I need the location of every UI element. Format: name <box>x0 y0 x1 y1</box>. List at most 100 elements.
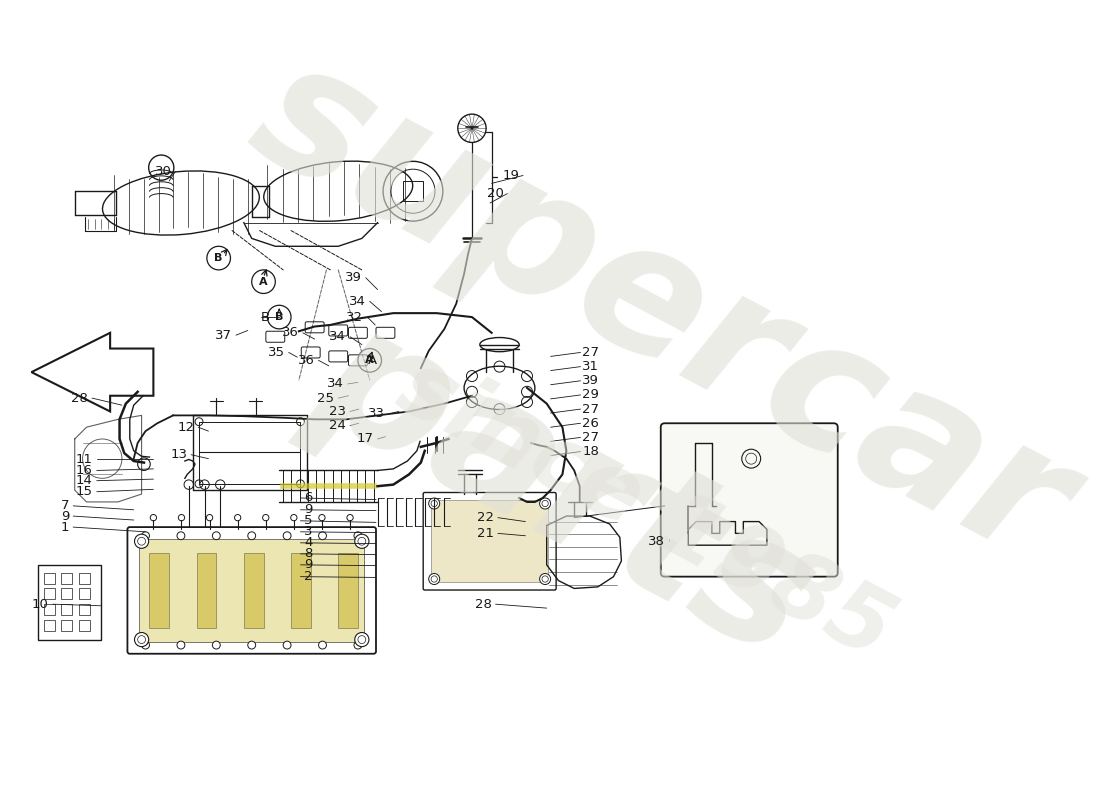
Text: 36: 36 <box>282 326 299 339</box>
Text: 30: 30 <box>155 165 172 178</box>
Text: 9: 9 <box>305 503 312 516</box>
Circle shape <box>429 574 440 585</box>
Circle shape <box>212 532 220 540</box>
Bar <box>62 573 73 584</box>
Text: 9: 9 <box>305 558 312 571</box>
Bar <box>338 553 358 628</box>
Circle shape <box>134 633 148 646</box>
Bar <box>62 589 73 599</box>
Text: 1: 1 <box>60 521 69 534</box>
Text: B: B <box>275 312 284 322</box>
Text: B: B <box>261 310 270 323</box>
Circle shape <box>177 641 185 649</box>
Bar <box>44 620 55 631</box>
Bar <box>62 604 73 615</box>
Circle shape <box>142 532 150 540</box>
Text: 2: 2 <box>305 570 312 583</box>
Circle shape <box>358 636 366 643</box>
Bar <box>292 553 310 628</box>
Text: 15: 15 <box>76 485 92 498</box>
Text: 39: 39 <box>345 271 362 284</box>
Text: 25: 25 <box>317 391 334 405</box>
Circle shape <box>542 500 548 506</box>
Bar <box>244 553 264 628</box>
Text: 10: 10 <box>32 598 48 610</box>
Bar <box>150 553 169 628</box>
Text: 27: 27 <box>582 431 600 444</box>
Text: 13: 13 <box>170 448 187 462</box>
Bar <box>403 181 424 202</box>
Circle shape <box>138 538 145 545</box>
Circle shape <box>431 576 438 582</box>
Text: 34: 34 <box>327 378 343 390</box>
Bar <box>79 604 90 615</box>
Text: 35: 35 <box>267 346 285 359</box>
Text: 32: 32 <box>346 310 363 323</box>
Text: 39: 39 <box>582 374 600 387</box>
Text: 17: 17 <box>356 433 374 446</box>
Text: 28: 28 <box>475 598 492 610</box>
Text: 33: 33 <box>368 407 385 420</box>
Circle shape <box>142 641 150 649</box>
Circle shape <box>354 641 362 649</box>
Bar <box>79 573 90 584</box>
Text: 36: 36 <box>298 354 315 367</box>
Bar <box>62 620 73 631</box>
Text: 21: 21 <box>477 527 494 540</box>
Circle shape <box>542 576 548 582</box>
Text: 27: 27 <box>582 402 600 416</box>
Text: A: A <box>368 354 377 367</box>
Circle shape <box>248 641 255 649</box>
Text: 23: 23 <box>329 405 346 418</box>
Text: 27: 27 <box>582 346 600 359</box>
Text: 4: 4 <box>305 536 312 550</box>
Bar <box>79 620 90 631</box>
Text: 26: 26 <box>582 417 600 430</box>
Text: 24: 24 <box>329 419 346 432</box>
Bar <box>140 539 364 642</box>
Text: since 1985: since 1985 <box>383 342 906 677</box>
Text: 29: 29 <box>582 389 600 402</box>
Circle shape <box>540 498 551 509</box>
Text: 19: 19 <box>503 169 519 182</box>
Text: 12: 12 <box>177 421 195 434</box>
Circle shape <box>358 538 366 545</box>
Text: 18: 18 <box>582 445 600 458</box>
Text: 38: 38 <box>648 534 664 548</box>
Circle shape <box>540 574 551 585</box>
FancyBboxPatch shape <box>661 423 838 577</box>
Text: 16: 16 <box>76 464 92 477</box>
Text: 8: 8 <box>305 547 312 560</box>
Text: 14: 14 <box>76 474 92 487</box>
Circle shape <box>283 532 292 540</box>
Circle shape <box>212 641 220 649</box>
Bar <box>37 565 101 639</box>
Circle shape <box>431 500 438 506</box>
Bar <box>44 604 55 615</box>
Text: 34: 34 <box>349 295 366 308</box>
Circle shape <box>319 532 327 540</box>
Text: A: A <box>365 355 374 366</box>
Bar <box>79 589 90 599</box>
Text: A: A <box>260 277 267 286</box>
Circle shape <box>283 641 292 649</box>
Text: supercar
parts: supercar parts <box>130 22 1098 777</box>
Text: 28: 28 <box>72 391 88 405</box>
Bar <box>431 500 548 582</box>
Circle shape <box>429 498 440 509</box>
Text: 3: 3 <box>305 526 312 538</box>
Circle shape <box>319 641 327 649</box>
Circle shape <box>177 532 185 540</box>
Text: B: B <box>214 253 223 263</box>
Text: 22: 22 <box>477 511 494 524</box>
Text: 20: 20 <box>486 187 504 200</box>
Circle shape <box>248 532 255 540</box>
Text: 6: 6 <box>305 491 312 505</box>
Circle shape <box>354 532 362 540</box>
Text: 9: 9 <box>60 510 69 522</box>
Bar <box>197 553 217 628</box>
Text: 37: 37 <box>214 329 232 342</box>
Text: 11: 11 <box>76 453 92 466</box>
Circle shape <box>355 633 368 646</box>
Text: 31: 31 <box>582 360 600 373</box>
